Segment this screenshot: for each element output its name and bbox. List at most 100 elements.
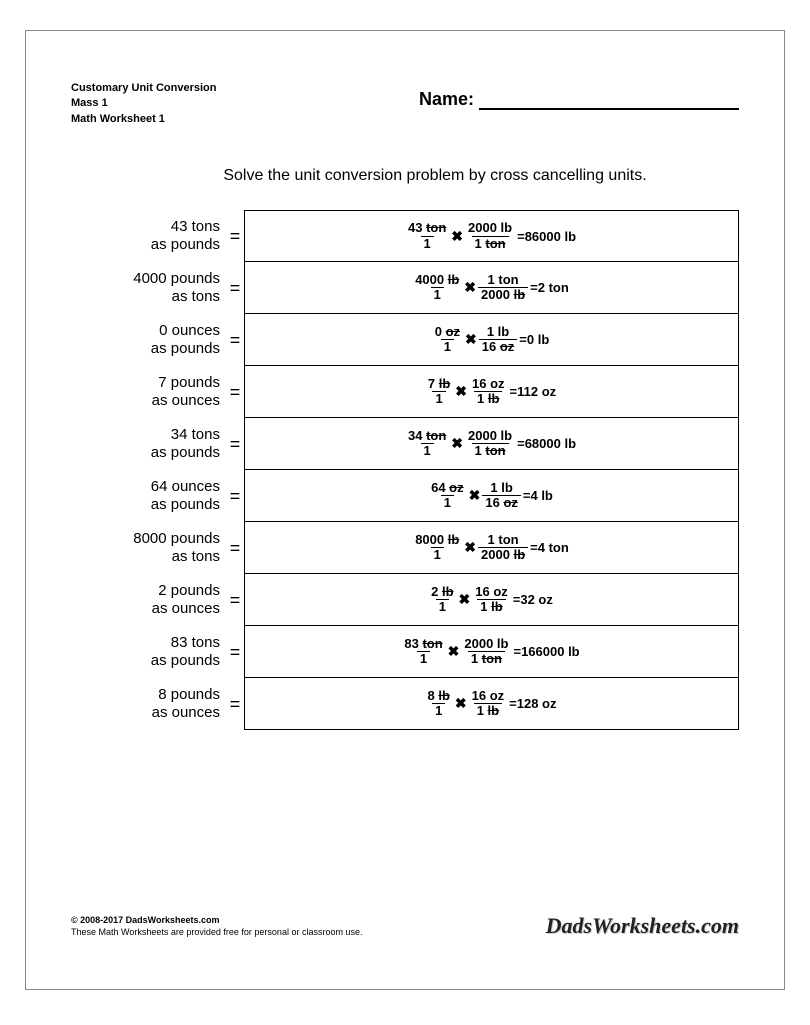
footer: © 2008-2017 DadsWorksheets.com These Mat…	[71, 913, 739, 939]
problem-row: 43 tonsas pounds=43 ton1✖2000 lb1 ton=86…	[71, 210, 739, 262]
fraction-2: 1 ton2000 lb	[478, 533, 528, 563]
problem-label: 83 tonsas pounds	[71, 626, 226, 678]
equals-sign: =	[226, 262, 244, 314]
problem-row: 34 tonsas pounds=34 ton1✖2000 lb1 ton=68…	[71, 418, 739, 470]
answer-cell: 4000 lb1✖1 ton2000 lb=2 ton	[244, 262, 739, 314]
problem-label-line1: 4000 pounds	[71, 270, 220, 288]
name-field: Name:	[419, 89, 739, 110]
equals-sign: =	[226, 470, 244, 522]
fraction-2: 1 ton2000 lb	[478, 273, 528, 303]
answer-cell: 8000 lb1✖1 ton2000 lb=4 ton	[244, 522, 739, 574]
problem-label-line2: as pounds	[71, 496, 220, 514]
copyright-block: © 2008-2017 DadsWorksheets.com These Mat…	[71, 914, 362, 939]
problem-label-line1: 34 tons	[71, 426, 220, 444]
fraction-2: 2000 lb1 ton	[465, 221, 515, 251]
equals-sign: =	[226, 418, 244, 470]
equals-sign: =	[226, 314, 244, 366]
answer-cell: 43 ton1✖2000 lb1 ton=86000 lb	[244, 210, 739, 262]
fraction-1: 43 ton1	[405, 221, 449, 251]
problem-label-line2: as tons	[71, 288, 220, 306]
answer-cell: 83 ton1✖2000 lb1 ton=166000 lb	[244, 626, 739, 678]
multiply-sign: ✖	[464, 539, 476, 556]
equals-result: =68000 lb	[517, 436, 576, 451]
problem-row: 8 poundsas ounces=8 lb1✖16 oz1 lb=128 oz	[71, 678, 739, 730]
instruction-text: Solve the unit conversion problem by cro…	[131, 167, 739, 185]
fraction-2: 16 oz1 lb	[469, 689, 508, 719]
equals-result: =4 lb	[523, 488, 553, 503]
equals-result: =0 lb	[519, 332, 549, 347]
problem-row: 7 poundsas ounces=7 lb1✖16 oz1 lb=112 oz	[71, 366, 739, 418]
problem-label-line2: as pounds	[71, 236, 220, 254]
worksheet-meta: Customary Unit Conversion Mass 1 Math Wo…	[71, 81, 216, 127]
problem-label: 43 tonsas pounds	[71, 210, 226, 262]
problem-label: 34 tonsas pounds	[71, 418, 226, 470]
problem-row: 8000 poundsas tons=8000 lb1✖1 ton2000 lb…	[71, 522, 739, 574]
site-logo: DadsWorksheets.com	[546, 913, 739, 939]
fraction-1: 0 oz1	[432, 325, 463, 355]
problem-label-line1: 64 ounces	[71, 478, 220, 496]
problems-table: 43 tonsas pounds=43 ton1✖2000 lb1 ton=86…	[71, 210, 739, 730]
problem-row: 64 ouncesas pounds=64 oz1✖1 lb16 oz=4 lb	[71, 470, 739, 522]
fraction-2: 2000 lb1 ton	[465, 429, 515, 459]
multiply-sign: ✖	[451, 228, 463, 245]
problem-label: 7 poundsas ounces	[71, 366, 226, 418]
copyright-text: © 2008-2017 DadsWorksheets.com	[71, 914, 362, 927]
problem-label: 64 ouncesas pounds	[71, 470, 226, 522]
copyright-tagline: These Math Worksheets are provided free …	[71, 926, 362, 939]
fraction-2: 1 lb16 oz	[482, 481, 521, 511]
fraction-2: 1 lb16 oz	[479, 325, 518, 355]
equals-result: =2 ton	[530, 280, 569, 295]
problem-label-line1: 7 pounds	[71, 374, 220, 392]
answer-cell: 2 lb1✖16 oz1 lb=32 oz	[244, 574, 739, 626]
answer-cell: 34 ton1✖2000 lb1 ton=68000 lb	[244, 418, 739, 470]
answer-cell: 7 lb1✖16 oz1 lb=112 oz	[244, 366, 739, 418]
problem-label: 8000 poundsas tons	[71, 522, 226, 574]
multiply-sign: ✖	[451, 435, 463, 452]
fraction-2: 2000 lb1 ton	[461, 637, 511, 667]
problem-label-line1: 8000 pounds	[71, 530, 220, 548]
problem-row: 2 poundsas ounces=2 lb1✖16 oz1 lb=32 oz	[71, 574, 739, 626]
problem-label-line1: 8 pounds	[71, 686, 220, 704]
problem-label-line1: 83 tons	[71, 634, 220, 652]
multiply-sign: ✖	[455, 383, 467, 400]
answer-cell: 64 oz1✖1 lb16 oz=4 lb	[244, 470, 739, 522]
equals-sign: =	[226, 574, 244, 626]
problem-label: 4000 poundsas tons	[71, 262, 226, 314]
name-label: Name:	[419, 89, 474, 109]
name-blank-line[interactable]	[479, 108, 739, 110]
fraction-1: 64 oz1	[428, 481, 467, 511]
problem-label-line1: 0 ounces	[71, 322, 220, 340]
fraction-2: 16 oz1 lb	[472, 585, 511, 615]
problem-label-line1: 2 pounds	[71, 582, 220, 600]
worksheet-page: Customary Unit Conversion Mass 1 Math Wo…	[25, 30, 785, 990]
meta-subtitle: Mass 1	[71, 96, 216, 111]
equals-sign: =	[226, 210, 244, 262]
meta-number: Math Worksheet 1	[71, 112, 216, 127]
problem-label: 0 ouncesas pounds	[71, 314, 226, 366]
problem-label-line1: 43 tons	[71, 218, 220, 236]
multiply-sign: ✖	[465, 331, 477, 348]
equals-result: =4 ton	[530, 540, 569, 555]
fraction-1: 2 lb1	[428, 585, 456, 615]
multiply-sign: ✖	[469, 487, 481, 504]
equals-result: =112 oz	[510, 384, 557, 399]
problem-label-line2: as ounces	[71, 600, 220, 618]
equals-sign: =	[226, 366, 244, 418]
fraction-1: 8000 lb1	[412, 533, 462, 563]
multiply-sign: ✖	[455, 695, 467, 712]
problem-label-line2: as pounds	[71, 652, 220, 670]
answer-cell: 8 lb1✖16 oz1 lb=128 oz	[244, 678, 739, 730]
problem-row: 0 ouncesas pounds=0 oz1✖1 lb16 oz=0 lb	[71, 314, 739, 366]
problem-row: 83 tonsas pounds=83 ton1✖2000 lb1 ton=16…	[71, 626, 739, 678]
multiply-sign: ✖	[464, 279, 476, 296]
problem-label-line2: as pounds	[71, 444, 220, 462]
fraction-2: 16 oz1 lb	[469, 377, 508, 407]
multiply-sign: ✖	[459, 591, 471, 608]
fraction-1: 7 lb1	[425, 377, 453, 407]
answer-cell: 0 oz1✖1 lb16 oz=0 lb	[244, 314, 739, 366]
problem-label-line2: as tons	[71, 548, 220, 566]
problem-label-line2: as ounces	[71, 392, 220, 410]
equals-result: =32 oz	[513, 592, 553, 607]
problem-label-line2: as ounces	[71, 704, 220, 722]
fraction-1: 83 ton1	[401, 637, 445, 667]
